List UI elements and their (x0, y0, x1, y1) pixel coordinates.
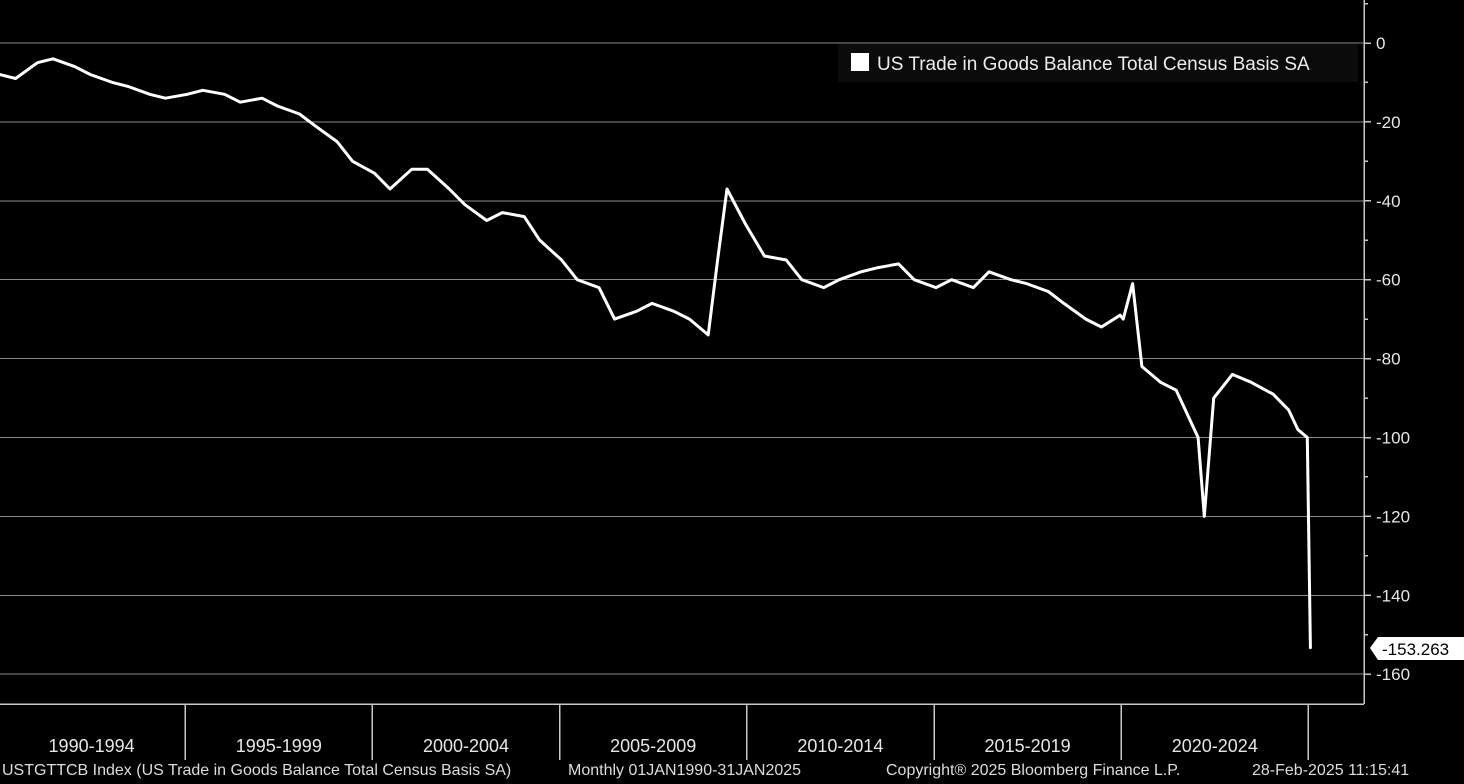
last-value-box (1370, 637, 1464, 660)
x-tick-label: 1990-1994 (49, 736, 135, 756)
last-value-label: -153.263 (1382, 640, 1449, 659)
y-tick-label: -80 (1376, 350, 1401, 369)
grid-layer (0, 42, 1364, 675)
legend-entry: US Trade in Goods Balance Total Census B… (877, 54, 1310, 75)
y-tick-label: -100 (1376, 429, 1410, 448)
axis-layer: 0 -20 -40 -60 -80 -100 -120 -140 -160 1990-1994 19… (0, 0, 1410, 760)
x-tick-label: 1995-1999 (236, 736, 322, 756)
legend-background (838, 44, 1358, 82)
x-tick-label: 2000-2004 (423, 736, 509, 756)
footer-copyright: Copyright® 2025 Bloomberg Finance L.P. (886, 762, 1181, 779)
x-tick-label: 2015-2019 (985, 736, 1071, 756)
legend-swatch (851, 53, 869, 71)
y-tick-label: -40 (1376, 192, 1401, 211)
footer-timestamp: 28-Feb-2025 11:15:41 (1252, 762, 1410, 779)
y-tick-label: -60 (1376, 271, 1401, 290)
y-tick-label: -20 (1376, 113, 1401, 132)
y-tick-label: -120 (1376, 507, 1410, 526)
y-tick-label: -140 (1376, 586, 1410, 605)
last-value-marker: -153.263 (1370, 637, 1464, 660)
footer-ticker: USTGTTCB Index (US Trade in Goods Balanc… (2, 762, 512, 779)
footer-range: Monthly 01JAN1990-31JAN2025 (568, 762, 802, 779)
x-tick-label: 2010-2014 (797, 736, 883, 756)
y-tick-label: -160 (1376, 665, 1410, 684)
series-layer (0, 57, 1312, 650)
x-tick-label: 2020-2024 (1172, 736, 1258, 756)
series-line (0, 57, 1312, 650)
legend: US Trade in Goods Balance Total Census B… (838, 44, 1358, 82)
trade-balance-chart: 0 -20 -40 -60 -80 -100 -120 -140 -160 1990-1994 19… (0, 0, 1464, 760)
y-tick-label: 0 (1376, 34, 1385, 53)
x-tick-label: 2005-2009 (610, 736, 696, 756)
